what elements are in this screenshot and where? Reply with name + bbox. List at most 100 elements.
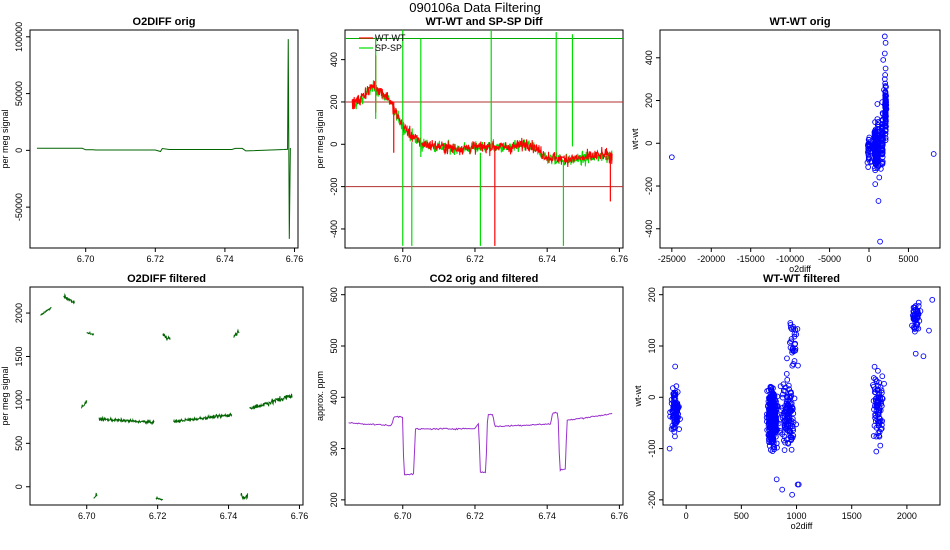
- plot-area: [345, 30, 623, 246]
- scatter-point: [914, 314, 920, 321]
- scatter-point: [881, 33, 888, 40]
- scatter-point: [872, 418, 879, 424]
- filtered-segment: [249, 393, 293, 410]
- x-tick-label: 6.70: [77, 254, 95, 264]
- scatter-point: [791, 395, 798, 402]
- y-tick-label: 200: [329, 94, 339, 109]
- series-line: [351, 80, 613, 168]
- scatter-point: [670, 385, 676, 391]
- x-tick-label: 6.74: [538, 511, 556, 521]
- x-tick-label: 6.74: [216, 254, 234, 264]
- scatter-point: [879, 148, 886, 155]
- x-tick-label: 0: [684, 511, 689, 521]
- scatter-point: [882, 135, 889, 141]
- scatter-point: [786, 418, 793, 424]
- scatter-point: [880, 57, 887, 63]
- scatter-point: [767, 411, 774, 418]
- filtered-segment: [93, 492, 98, 499]
- x-axis-label: o2diff: [791, 521, 813, 531]
- x-tick-label: 6.74: [220, 511, 238, 521]
- scatter-point: [669, 414, 676, 421]
- scatter-point: [785, 439, 791, 446]
- scatter-point: [873, 155, 880, 161]
- scatter-point: [873, 448, 880, 455]
- y-tick-label: 400: [329, 52, 339, 67]
- scatter-point: [782, 388, 788, 394]
- filtered-segment: [86, 330, 95, 336]
- scatter-point: [871, 363, 878, 370]
- y-tick-label: 200: [644, 93, 654, 108]
- scatter-point: [770, 397, 777, 404]
- scatter-point: [771, 400, 777, 407]
- scatter-point: [915, 299, 922, 306]
- scatter-point: [866, 141, 873, 148]
- scatter-point: [864, 159, 871, 166]
- x-tick-label: 6.72: [147, 254, 165, 264]
- scatter-point: [881, 50, 888, 57]
- scatter-point: [870, 383, 877, 390]
- scatter-point: [882, 112, 889, 119]
- scatter-point: [878, 136, 885, 142]
- scatter-point: [780, 381, 787, 388]
- series-line: [348, 411, 613, 476]
- legend-label: SP-SP: [375, 43, 402, 53]
- scatter-point: [670, 413, 677, 419]
- scatter-point: [882, 83, 889, 89]
- scatter-point: [872, 181, 879, 187]
- x-tick-label: 2000: [897, 511, 917, 521]
- scatter-point: [787, 428, 794, 435]
- y-tick-label: 300: [329, 441, 339, 456]
- scatter-point: [766, 443, 773, 449]
- scatter-point: [769, 394, 776, 400]
- panel-p2: WT-WT and SP-SP Diff 6.70 6.72 6.74 6.76 -400…: [315, 16, 628, 264]
- plot-area: [348, 411, 613, 476]
- scatter-point: [876, 433, 883, 440]
- scatter-point: [769, 435, 776, 442]
- x-tick-label: -15000: [737, 254, 765, 264]
- series-line: [351, 80, 613, 167]
- scatter-point: [779, 415, 786, 421]
- plot-area: [40, 292, 293, 501]
- scatter-point: [783, 371, 790, 377]
- y-tick-label: 500: [14, 436, 24, 451]
- scatter-point: [777, 428, 783, 434]
- scatter-point: [674, 389, 681, 395]
- scatter-point: [882, 89, 889, 96]
- scatter-point: [774, 403, 781, 409]
- filtered-segment: [155, 495, 164, 501]
- scatter-point: [766, 394, 773, 401]
- scatter-point: [767, 387, 774, 393]
- scatter-point: [913, 320, 920, 327]
- x-tick-label: -10000: [776, 254, 804, 264]
- plot-frame: [29, 286, 304, 506]
- panel-title: WT-WT orig: [769, 16, 830, 28]
- plot-frame: [662, 286, 941, 506]
- scatter-point: [769, 439, 776, 446]
- scatter-point: [769, 401, 776, 408]
- scatter-point: [779, 486, 786, 493]
- x-tick-label: -5000: [818, 254, 841, 264]
- y-tick-label: -200: [644, 177, 654, 195]
- scatter-point: [865, 164, 872, 170]
- scatter-point: [784, 355, 790, 362]
- y-axis-label: approx. ppm: [315, 371, 325, 421]
- y-axis-label: wt-wt: [633, 385, 643, 407]
- y-tick-label: 0: [644, 141, 654, 146]
- scatter-point: [787, 320, 794, 326]
- scatter-point: [882, 123, 889, 130]
- scatter-point: [914, 311, 921, 318]
- series-line: [36, 39, 292, 239]
- scatter-point: [882, 72, 888, 78]
- y-tick-label: 2000: [14, 303, 24, 323]
- scatter-point: [882, 80, 889, 87]
- plot-frame: [659, 29, 941, 249]
- scatter-point: [767, 422, 774, 429]
- scatter-point: [926, 327, 932, 334]
- panel-p4: O2DIFF filtered 6.70 6.72 6.74 6.76 0 500 1000 1…: [0, 273, 308, 521]
- x-tick-label: 6.76: [611, 511, 629, 521]
- scatter-point: [668, 154, 675, 161]
- scatter-point: [792, 326, 799, 333]
- scatter-point: [875, 418, 882, 425]
- y-tick-label: 400: [644, 50, 654, 65]
